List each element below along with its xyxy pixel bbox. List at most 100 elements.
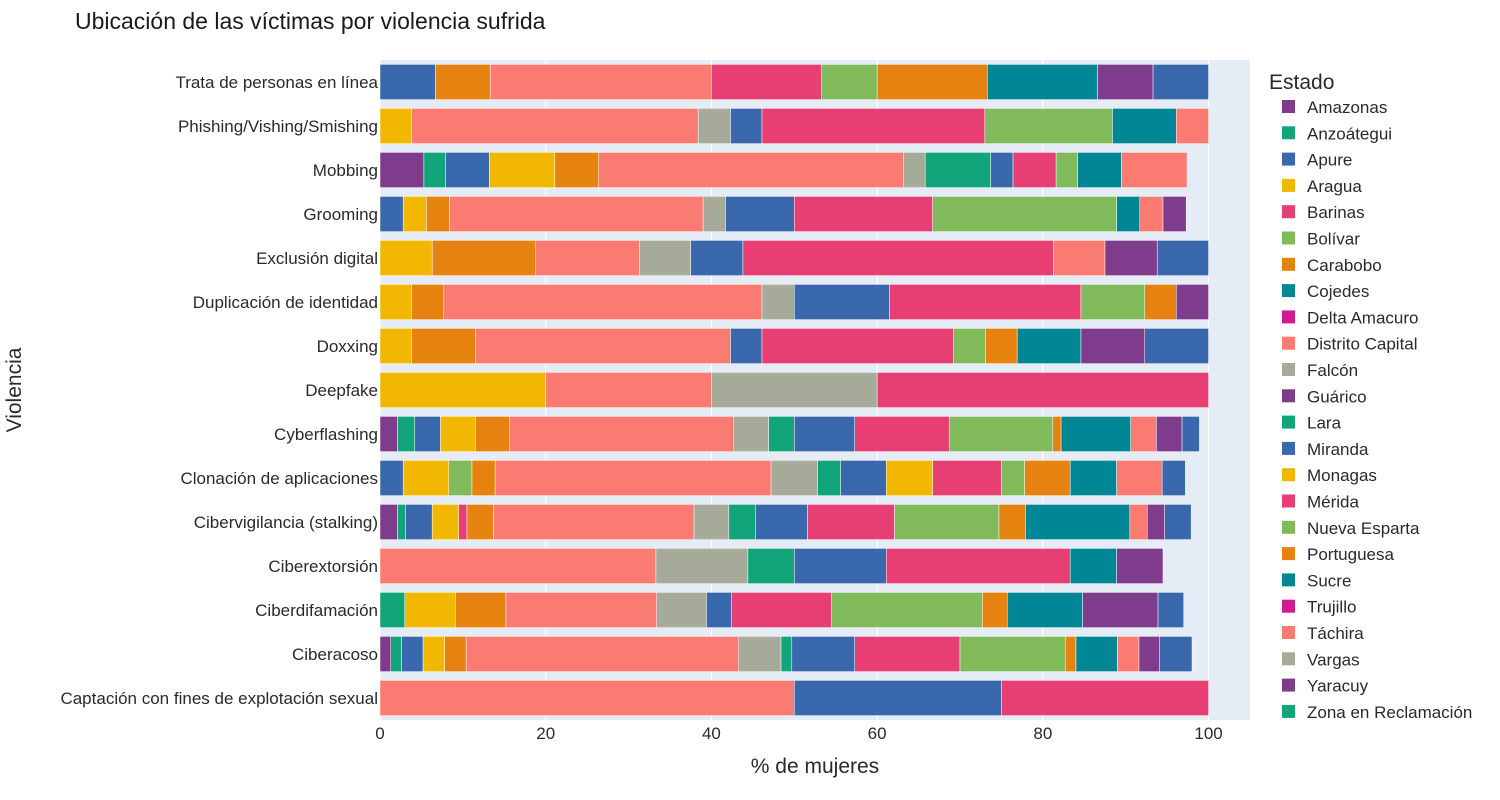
bar-segment [1139,196,1164,232]
bar-segment [693,504,730,540]
bar-segment [455,592,507,628]
bar-segment [1104,240,1158,276]
x-tick-label: 60 [868,724,887,743]
bar-segment [711,372,878,408]
bar-segment [854,416,950,452]
legend-swatch [1282,652,1295,666]
legend-label: Lara [1307,414,1342,433]
bar-segment [894,504,1000,540]
legend-label: Trujillo [1307,598,1356,617]
bar-segment [379,372,546,408]
bar-segment [1116,548,1164,584]
y-tick-labels: Trata de personas en línea Phishing/Vishi… [60,73,378,708]
x-tick-label: 100 [1194,724,1222,743]
bar-segment [443,284,763,320]
bar-segment [1064,636,1077,672]
bar-segment [1138,636,1160,672]
bar-segment [509,416,735,452]
bar-segment [711,64,822,100]
bar-segment [738,636,782,672]
bar-segment [1082,592,1159,628]
y-tick-label: Ciberextorsión [268,557,378,576]
legend-swatch [1282,231,1295,245]
bar-segment [493,504,695,540]
bar-segment [821,64,878,100]
bar-segment [886,460,933,496]
legend-label: Distrito Capital [1307,335,1418,354]
bar-segment [449,196,704,232]
bar-segment [761,284,795,320]
bar-segment [730,328,763,364]
bar-segment [414,416,441,452]
bar-segment [1130,416,1157,452]
bar-segment [475,328,731,364]
bar-segment [466,504,494,540]
bar-segment [1052,416,1062,452]
bar-segment [1080,328,1146,364]
bar-segment [984,108,1113,144]
bar-segment [1112,108,1177,144]
bar-segment [465,636,740,672]
bar-segment [379,328,412,364]
bar-segment [379,108,412,144]
bar-segment [1157,592,1184,628]
bar-segment [444,636,467,672]
bar-segment [982,592,1008,628]
legend-swatch [1282,468,1295,482]
legend-swatch [1282,415,1295,429]
legend-label: Nueva Esparta [1307,519,1420,538]
bar-segment [1121,152,1188,188]
bar-segment [755,504,808,540]
x-tick-label: 0 [375,724,384,743]
bar-segment [1144,284,1177,320]
bar-segment [379,592,406,628]
legend-label: Anzoátegui [1307,124,1392,143]
legend-label: Bolívar [1307,230,1360,249]
bar-segment [1159,636,1193,672]
legend-swatch [1282,494,1295,508]
legend-swatch [1282,573,1295,587]
legend-label: Carabobo [1307,256,1382,275]
bar-segment [1181,416,1200,452]
y-tick-label: Cyberflashing [274,425,378,444]
bar-segment [998,504,1026,540]
bar-segment [987,64,1098,100]
chart-title: Ubicación de las víctimas por violencia … [75,8,546,34]
bar-segment [953,328,986,364]
legend-swatch [1282,520,1295,534]
bar-segment [401,636,424,672]
bar-segment [411,284,445,320]
legend-swatch [1282,152,1295,166]
bar-segment [426,196,450,232]
y-axis-title: Violencia [3,347,26,432]
bar-segment [489,64,712,100]
legend-swatch [1282,100,1295,113]
legend-swatch [1282,389,1295,403]
bar-segment [379,196,404,232]
legend-swatch [1282,599,1295,613]
bar-segment [411,108,699,144]
y-tick-label: Captación con fines de explotación sexua… [60,689,378,708]
bar-segment [697,108,731,144]
bar-segment [397,504,406,540]
bar-segment [379,636,392,672]
bar-segment [458,504,468,540]
bar-segment [1176,108,1209,144]
bar-segment [423,152,446,188]
bar-segment [770,460,818,496]
bar-segment [742,240,1054,276]
bar-segment [817,460,841,496]
legend-swatch [1282,205,1295,219]
legend-label: Zona en Reclamación [1307,703,1472,722]
legend-swatch [1282,678,1295,692]
legend-label: Apure [1307,151,1352,170]
bar-segment [932,460,1002,496]
y-tick-label: Ciberdifamación [255,601,378,620]
legend-label: Cojedes [1307,282,1369,301]
bar-segment [886,548,1071,584]
bar-segment [1016,328,1082,364]
bar-segment [903,152,926,188]
legend-swatch [1282,704,1295,718]
bar-segment [494,460,772,496]
